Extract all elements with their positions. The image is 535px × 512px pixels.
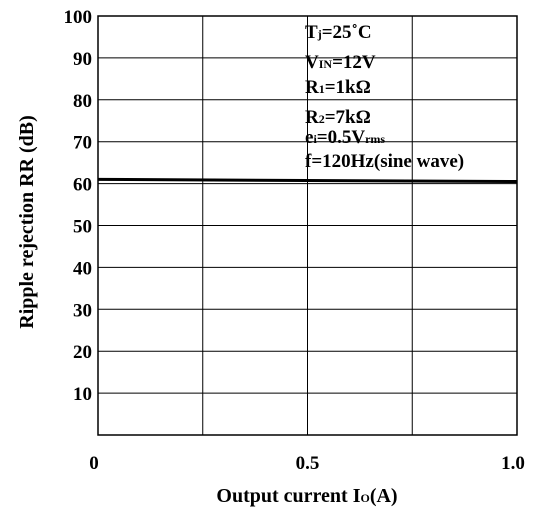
series-lines [97,177,518,184]
y-tick-label: 10 [73,384,92,405]
x-axis-label-main: Output current I [216,485,360,507]
y-tick-label: 20 [73,342,92,363]
condition-ei: ei=0.5Vrms [305,127,385,148]
y-tick-label: 60 [73,175,92,196]
y-tick-label: 30 [73,300,92,321]
test-conditions: Tj=25˚C VIN=12V R1=1kΩ R2=7kΩ ei=0.5Vrms… [305,22,464,172]
x-tick-label: 0 [89,453,99,474]
x-axis-label-unit: (A) [370,485,398,507]
y-tick-label: 90 [73,49,92,70]
y-tick-label: 50 [73,217,92,238]
condition-vin: VIN=12V [305,52,376,73]
ripple-rejection-line [97,177,518,184]
x-tick-label: 0.5 [296,453,320,474]
condition-tj: Tj=25˚C [305,22,372,43]
condition-r1: R1=1kΩ [305,77,371,98]
y-tick-label: 100 [64,7,93,28]
y-tick-labels: 10 20 30 40 50 60 70 80 90 100 [64,7,93,405]
y-tick-label: 40 [73,258,92,279]
condition-r2: R2=7kΩ [305,107,371,128]
y-tick-label: 80 [73,91,92,112]
y-axis-label: Ripple rejection RR (dB) [16,115,38,329]
x-axis-label-sub: O [360,491,369,505]
grid-lines [98,16,517,435]
x-axis-label: Output current IO(A) [216,485,397,507]
plot-frame [97,15,518,436]
condition-f: f=120Hz(sine wave) [305,151,464,172]
x-tick-labels: 0 0.5 1.0 [89,453,525,474]
x-tick-label: 1.0 [501,453,525,474]
y-tick-label: 70 [73,133,92,154]
